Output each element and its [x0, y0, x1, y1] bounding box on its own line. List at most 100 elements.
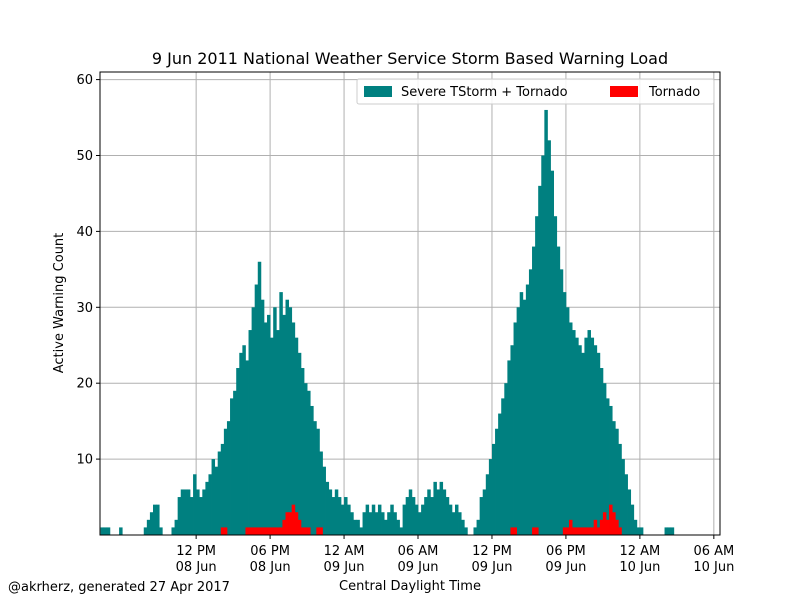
- severe-bar: [627, 489, 632, 535]
- severe-bar: [541, 155, 545, 535]
- tornado-bar: [565, 527, 570, 535]
- tornado-bar: [593, 519, 598, 535]
- severe-bar: [267, 314, 271, 535]
- severe-bar: [587, 330, 591, 535]
- severe-bar: [143, 527, 148, 535]
- severe-bar: [615, 428, 619, 535]
- tornado-bar: [562, 527, 567, 535]
- tornado-bar: [294, 512, 299, 535]
- severe-bar: [569, 322, 573, 535]
- tornado-bar: [602, 512, 607, 535]
- severe-bar: [331, 497, 336, 535]
- severe-bar: [291, 322, 296, 535]
- x-tick-label-time: 06 PM: [250, 544, 290, 559]
- tornado-bar: [270, 527, 274, 535]
- severe-bar: [211, 459, 216, 535]
- severe-bar: [562, 292, 567, 535]
- severe-series-bars: [100, 109, 675, 536]
- severe-bar: [458, 512, 462, 535]
- severe-bar: [519, 292, 524, 535]
- tornado-bar: [263, 527, 268, 535]
- severe-bar: [186, 489, 191, 535]
- severe-bar: [276, 330, 280, 535]
- severe-bar: [605, 398, 610, 535]
- tornado-bar: [618, 527, 622, 535]
- severe-bar: [294, 337, 299, 535]
- severe-bar: [248, 330, 253, 535]
- tornado-bar: [596, 527, 601, 535]
- tornado-bar: [279, 527, 283, 535]
- tornado-bar: [569, 519, 573, 535]
- severe-bar: [544, 109, 548, 536]
- severe-bar: [177, 497, 182, 535]
- severe-bar: [365, 504, 370, 535]
- severe-bar: [538, 185, 542, 535]
- severe-bar: [307, 390, 311, 535]
- severe-bar: [495, 428, 499, 535]
- severe-bar: [408, 489, 413, 535]
- severe-bar: [156, 504, 160, 535]
- severe-bar: [535, 216, 539, 535]
- severe-bar: [180, 489, 185, 535]
- tornado-bar: [282, 519, 286, 535]
- severe-bar: [602, 383, 607, 535]
- severe-bar: [377, 504, 382, 535]
- severe-bar: [183, 489, 188, 535]
- severe-bar: [525, 284, 530, 535]
- tornado-bar: [615, 519, 619, 535]
- severe-bar: [396, 519, 400, 535]
- tornado-bar: [590, 527, 595, 535]
- severe-bar: [300, 368, 305, 535]
- severe-bar: [193, 474, 197, 535]
- severe-bar: [334, 489, 339, 535]
- tornado-bar: [513, 527, 518, 535]
- severe-bar: [439, 481, 444, 535]
- severe-bar: [485, 474, 490, 535]
- severe-bar: [270, 337, 274, 535]
- tornado-bar: [223, 527, 228, 535]
- severe-bar: [501, 398, 505, 535]
- severe-bar: [618, 443, 622, 535]
- tornado-series-bars: [220, 504, 622, 535]
- severe-bar: [633, 519, 638, 535]
- severe-bar: [498, 413, 502, 535]
- tornado-bar: [581, 527, 585, 535]
- severe-bar: [513, 322, 518, 535]
- severe-bar: [436, 489, 440, 535]
- severe-bar: [119, 527, 123, 535]
- tornado-bar: [575, 527, 579, 535]
- tornado-bar: [605, 519, 610, 535]
- severe-bar: [319, 451, 323, 535]
- grid-lines: [100, 72, 720, 535]
- severe-bar: [442, 489, 447, 535]
- tornado-bar: [578, 527, 582, 535]
- x-axis-label: Central Daylight Time: [339, 579, 481, 594]
- tornado-bar: [285, 512, 289, 535]
- severe-bar: [263, 322, 268, 535]
- y-tick-label: 40: [76, 225, 93, 240]
- severe-bar: [257, 261, 262, 535]
- x-tick-label-date: 09 Jun: [398, 560, 439, 575]
- tornado-bar: [535, 527, 539, 535]
- x-tick-label-date: 09 Jun: [471, 560, 512, 575]
- tornado-bar: [584, 527, 588, 535]
- x-tick-label-time: 06 AM: [693, 544, 734, 559]
- severe-bar: [368, 512, 373, 535]
- severe-bar: [621, 459, 625, 535]
- tornado-bar: [220, 527, 225, 535]
- x-tick-label-time: 12 PM: [472, 544, 512, 559]
- severe-bar: [340, 504, 345, 535]
- severe-bar: [285, 299, 289, 535]
- severe-bar: [359, 527, 363, 535]
- severe-bar: [482, 489, 487, 535]
- severe-bar: [214, 466, 219, 535]
- x-tick-label-date: 08 Jun: [250, 560, 291, 575]
- severe-bar: [174, 519, 179, 535]
- severe-bar: [411, 497, 416, 535]
- severe-bar: [421, 504, 425, 535]
- severe-bar: [202, 489, 206, 535]
- severe-bar: [488, 459, 493, 535]
- severe-bar: [609, 405, 613, 535]
- legend-box: [356, 78, 715, 105]
- severe-bar: [245, 360, 249, 535]
